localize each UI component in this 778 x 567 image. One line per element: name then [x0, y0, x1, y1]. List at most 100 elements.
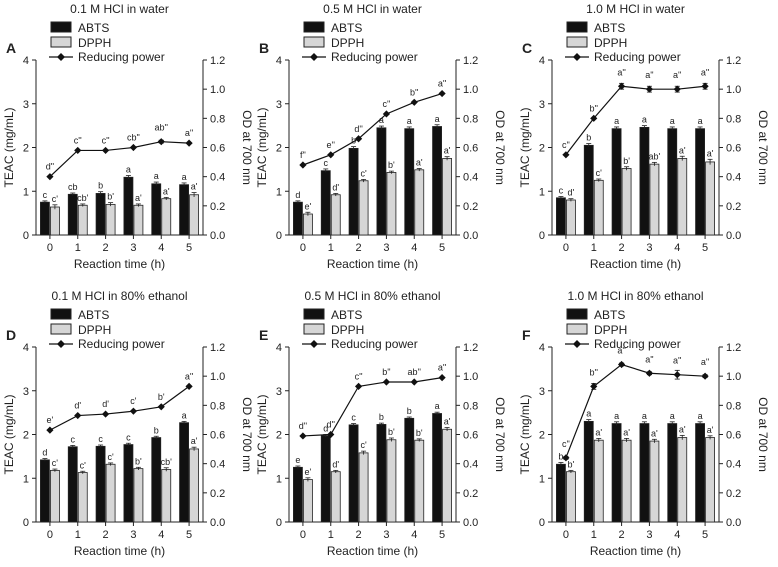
y-axis-label: TEAC (mg/mL) — [255, 107, 269, 187]
bar-dpph — [593, 179, 604, 236]
sig-label-dpph: d' — [568, 188, 575, 198]
x-tick-label: 5 — [439, 242, 445, 254]
bar-dpph — [358, 452, 369, 523]
sig-label-reducing: b'' — [382, 367, 391, 377]
bar-abts — [179, 422, 189, 523]
x-tick-label: 3 — [383, 529, 389, 541]
sig-label-abts: c — [351, 413, 356, 423]
sig-label-dpph: c' — [360, 168, 367, 178]
sig-label-dpph: cb' — [161, 457, 173, 467]
point-reducing — [354, 135, 363, 143]
x-tick-label: 4 — [674, 242, 680, 254]
y2-tick-label: 0.8 — [210, 113, 225, 125]
y2-tick-label: 0.0 — [210, 230, 225, 242]
x-tick-label: 1 — [75, 242, 81, 254]
sig-label-dpph: b' — [388, 160, 395, 170]
bar-abts — [123, 444, 134, 523]
x-tick-label: 3 — [646, 242, 652, 254]
y2-tick-label: 0.6 — [463, 143, 478, 155]
legend-swatch-dpph — [50, 36, 72, 48]
y-tick-label: 4 — [23, 55, 29, 67]
bar-dpph — [386, 172, 397, 236]
bar-dpph — [77, 204, 88, 236]
sig-label-dpph: e' — [305, 467, 312, 477]
sig-label-abts: a — [670, 411, 675, 421]
legend-swatch-dpph — [50, 323, 72, 335]
bar-dpph — [330, 194, 341, 236]
x-tick-label: 2 — [103, 529, 109, 541]
bar-abts — [432, 413, 442, 523]
y2-tick-label: 0.4 — [210, 172, 225, 184]
y-tick-label: 4 — [276, 342, 282, 354]
y2-axis-label: OD at 700 nm — [756, 397, 770, 472]
chart-title: 0.5 M HCl in 80% ethanol — [304, 289, 440, 303]
legend-marker-reducing — [573, 53, 581, 61]
sig-label-dpph: cb' — [77, 193, 89, 203]
point-reducing — [438, 89, 446, 98]
sig-label-reducing: a'' — [645, 70, 654, 80]
x-axis-label: Reaction time (h) — [74, 544, 165, 558]
y-axis-label: TEAC (mg/mL) — [2, 107, 16, 187]
y-tick-label: 4 — [276, 55, 282, 67]
sig-label-dpph: a' — [444, 417, 451, 427]
sig-label-dpph: a' — [623, 427, 630, 437]
point-reducing — [101, 146, 110, 155]
x-tick-label: 4 — [158, 242, 164, 254]
legend-label-dpph: DPPH — [78, 323, 111, 337]
panel-label: A — [6, 40, 16, 56]
x-axis-label: Reaction time (h) — [327, 544, 418, 558]
x-tick-label: 2 — [103, 242, 109, 254]
sig-label-abts: a — [407, 116, 412, 126]
bar-abts — [556, 463, 566, 523]
sig-label-abts: a — [614, 411, 619, 421]
legend-marker-reducing — [57, 53, 65, 61]
sig-label-reducing: c'' — [102, 135, 110, 145]
bar-abts — [695, 423, 705, 523]
y2-tick-label: 1.2 — [726, 55, 741, 67]
y-axis-label: TEAC (mg/mL) — [518, 394, 532, 474]
x-tick-label: 5 — [186, 529, 192, 541]
bar-abts — [667, 128, 678, 236]
point-reducing — [157, 403, 165, 411]
sig-label-dpph: a' — [191, 436, 198, 446]
reducing-power-line — [49, 385, 190, 431]
bar-dpph — [442, 428, 452, 523]
sig-label-dpph: b' — [623, 156, 630, 166]
sig-label-abts: a — [698, 116, 703, 126]
bar-dpph — [133, 468, 144, 523]
y-axis-label: TEAC (mg/mL) — [255, 394, 269, 474]
y2-tick-label: 0.6 — [463, 430, 478, 442]
bar-dpph — [303, 479, 313, 523]
bar-abts — [695, 128, 705, 236]
sig-label-abts: b — [586, 133, 591, 143]
legend-swatch-dpph — [303, 36, 325, 48]
y-tick-label: 1 — [539, 473, 545, 485]
sig-label-dpph: a' — [651, 428, 658, 438]
y2-tick-label: 1.2 — [726, 342, 741, 354]
sig-label-dpph: b' — [416, 428, 423, 438]
reducing-power-line — [49, 141, 190, 178]
sig-label-reducing: a'' — [185, 128, 194, 138]
x-axis-label: Reaction time (h) — [590, 257, 681, 271]
bar-dpph — [677, 437, 688, 523]
bar-abts — [348, 424, 359, 523]
sig-label-abts: d — [42, 448, 47, 458]
sig-label-reducing: d' — [102, 399, 109, 409]
legend-swatch-abts — [566, 21, 588, 33]
bar-abts — [151, 183, 162, 236]
y2-tick-label: 0.0 — [210, 517, 225, 529]
bar-abts — [611, 128, 622, 236]
point-reducing — [673, 85, 681, 93]
y-tick-label: 3 — [23, 99, 29, 111]
sig-label-reducing: c'' — [74, 135, 82, 145]
chart-title: 0.5 M HCl in water — [323, 2, 422, 16]
point-reducing — [299, 161, 307, 169]
sig-label-dpph: c' — [596, 168, 603, 178]
sig-label-reducing: d'' — [299, 421, 308, 431]
x-tick-label: 0 — [563, 529, 569, 541]
bar-abts — [151, 437, 162, 523]
y-tick-label: 3 — [276, 99, 282, 111]
bar-abts — [40, 459, 50, 523]
sig-label-reducing: a'' — [617, 346, 626, 356]
point-reducing — [299, 432, 307, 440]
